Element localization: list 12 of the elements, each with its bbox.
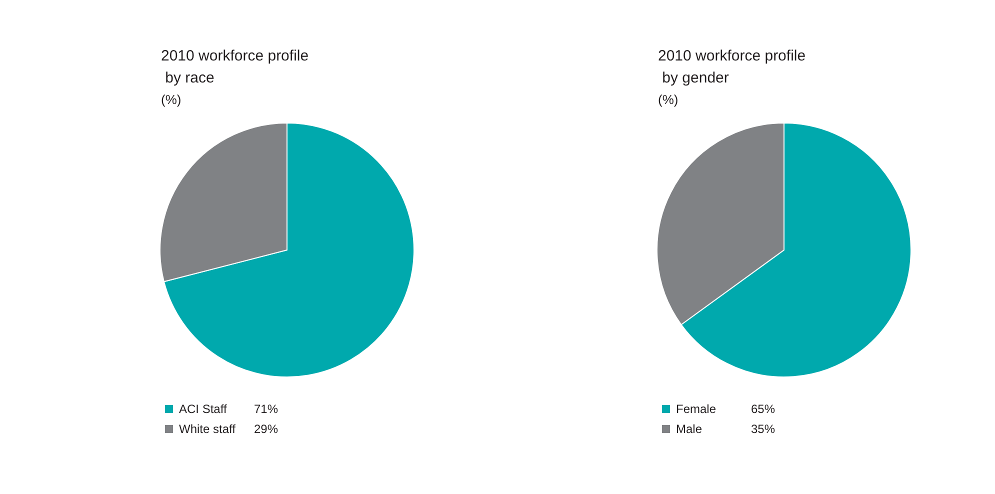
data-label: 65% [751, 402, 776, 416]
chart-subtitle: (%) [161, 92, 182, 107]
legend-label: Male [676, 422, 702, 436]
chart-title: 2010 workforce profile by race [161, 48, 309, 86]
chart-subtitle: (%) [658, 92, 678, 107]
data-label: 35% [751, 422, 776, 436]
legend-label: Female [676, 402, 716, 416]
data-label: 29% [254, 422, 278, 436]
chart-title: 2010 workforce profile by gender [658, 48, 806, 86]
legend-label: ACI Staff [179, 402, 228, 416]
legend-label: White staff [179, 422, 236, 436]
data-label: 71% [254, 402, 278, 416]
